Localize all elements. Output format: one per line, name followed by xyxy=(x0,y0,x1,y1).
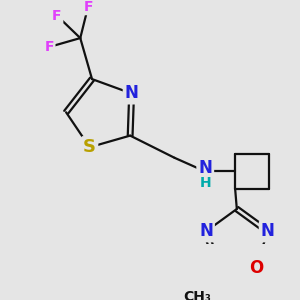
Text: N: N xyxy=(125,85,139,103)
Text: CH₃: CH₃ xyxy=(183,290,211,300)
Text: N: N xyxy=(198,159,212,177)
Text: S: S xyxy=(83,138,96,156)
Text: H: H xyxy=(200,176,211,190)
Text: F: F xyxy=(52,8,62,22)
Text: N: N xyxy=(199,222,213,240)
Text: O: O xyxy=(249,259,263,277)
Text: F: F xyxy=(44,40,54,54)
Text: F: F xyxy=(83,0,93,14)
Text: N: N xyxy=(261,222,274,240)
